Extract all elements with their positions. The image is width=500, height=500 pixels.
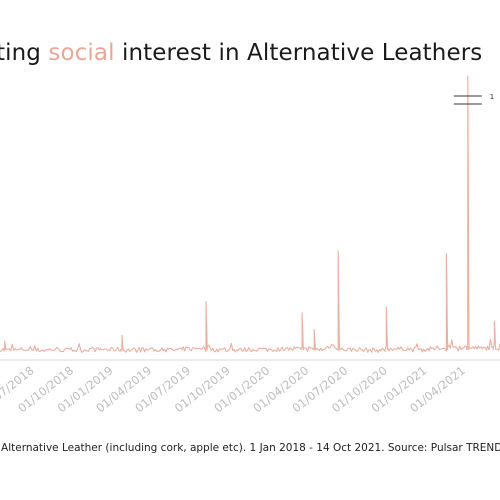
chart-title: ting social interest in Alternative Leat… [0,40,500,66]
title-prefix: ting [0,40,49,66]
source-note: f Alternative Leather (including cork, a… [0,442,500,454]
title-suffix: interest in Alternative Leathers [114,40,483,66]
axis-break-label: 1 [490,93,494,101]
series-line [0,75,500,353]
title-accent-word: social [48,40,115,66]
